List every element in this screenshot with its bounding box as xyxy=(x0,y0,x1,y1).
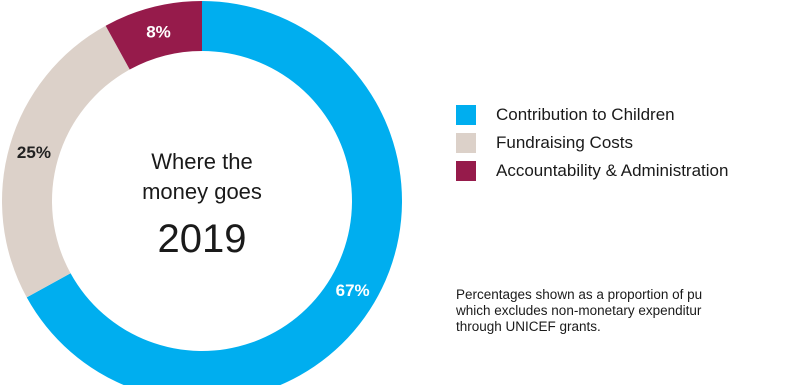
footnote-line-1: Percentages shown as a proportion of pu xyxy=(456,287,703,302)
slice-accountability-administration xyxy=(105,1,202,70)
center-title-line-1: Where the xyxy=(151,149,253,174)
legend-label: Contribution to Children xyxy=(496,105,675,124)
donut-slices xyxy=(2,1,402,385)
slice-label-2: 25% xyxy=(17,143,51,162)
legend-label: Accountability & Administration xyxy=(496,161,729,180)
legend-label: Fundraising Costs xyxy=(496,133,634,152)
slice-labels: 67% 25% 8% xyxy=(17,22,370,300)
footnote-line-2: which excludes non-monetary expenditur xyxy=(456,303,702,318)
legend-item-contribution-to-children: Contribution to Children xyxy=(456,101,728,129)
donut-chart: 67% 25% 8% Where the money goes 2019 xyxy=(2,1,402,385)
legend-swatch xyxy=(456,161,476,181)
slice-fundraising-costs xyxy=(2,25,130,298)
footnote-line-3: through UNICEF grants. xyxy=(456,319,601,334)
slice-label-3: 8% xyxy=(146,22,171,41)
center-title-line-2: money goes xyxy=(142,179,262,204)
legend-item-fundraising-costs: Fundraising Costs xyxy=(456,129,728,157)
legend: Contribution to Children Fundraising Cos… xyxy=(456,101,728,185)
footnote: Percentages shown as a proportion of pu … xyxy=(456,287,788,335)
center-year: 2019 xyxy=(158,217,247,261)
legend-item-accountability-administration: Accountability & Administration xyxy=(456,157,728,185)
slice-label-1: 67% xyxy=(336,281,370,300)
legend-swatch xyxy=(456,133,476,153)
legend-swatch xyxy=(456,105,476,125)
